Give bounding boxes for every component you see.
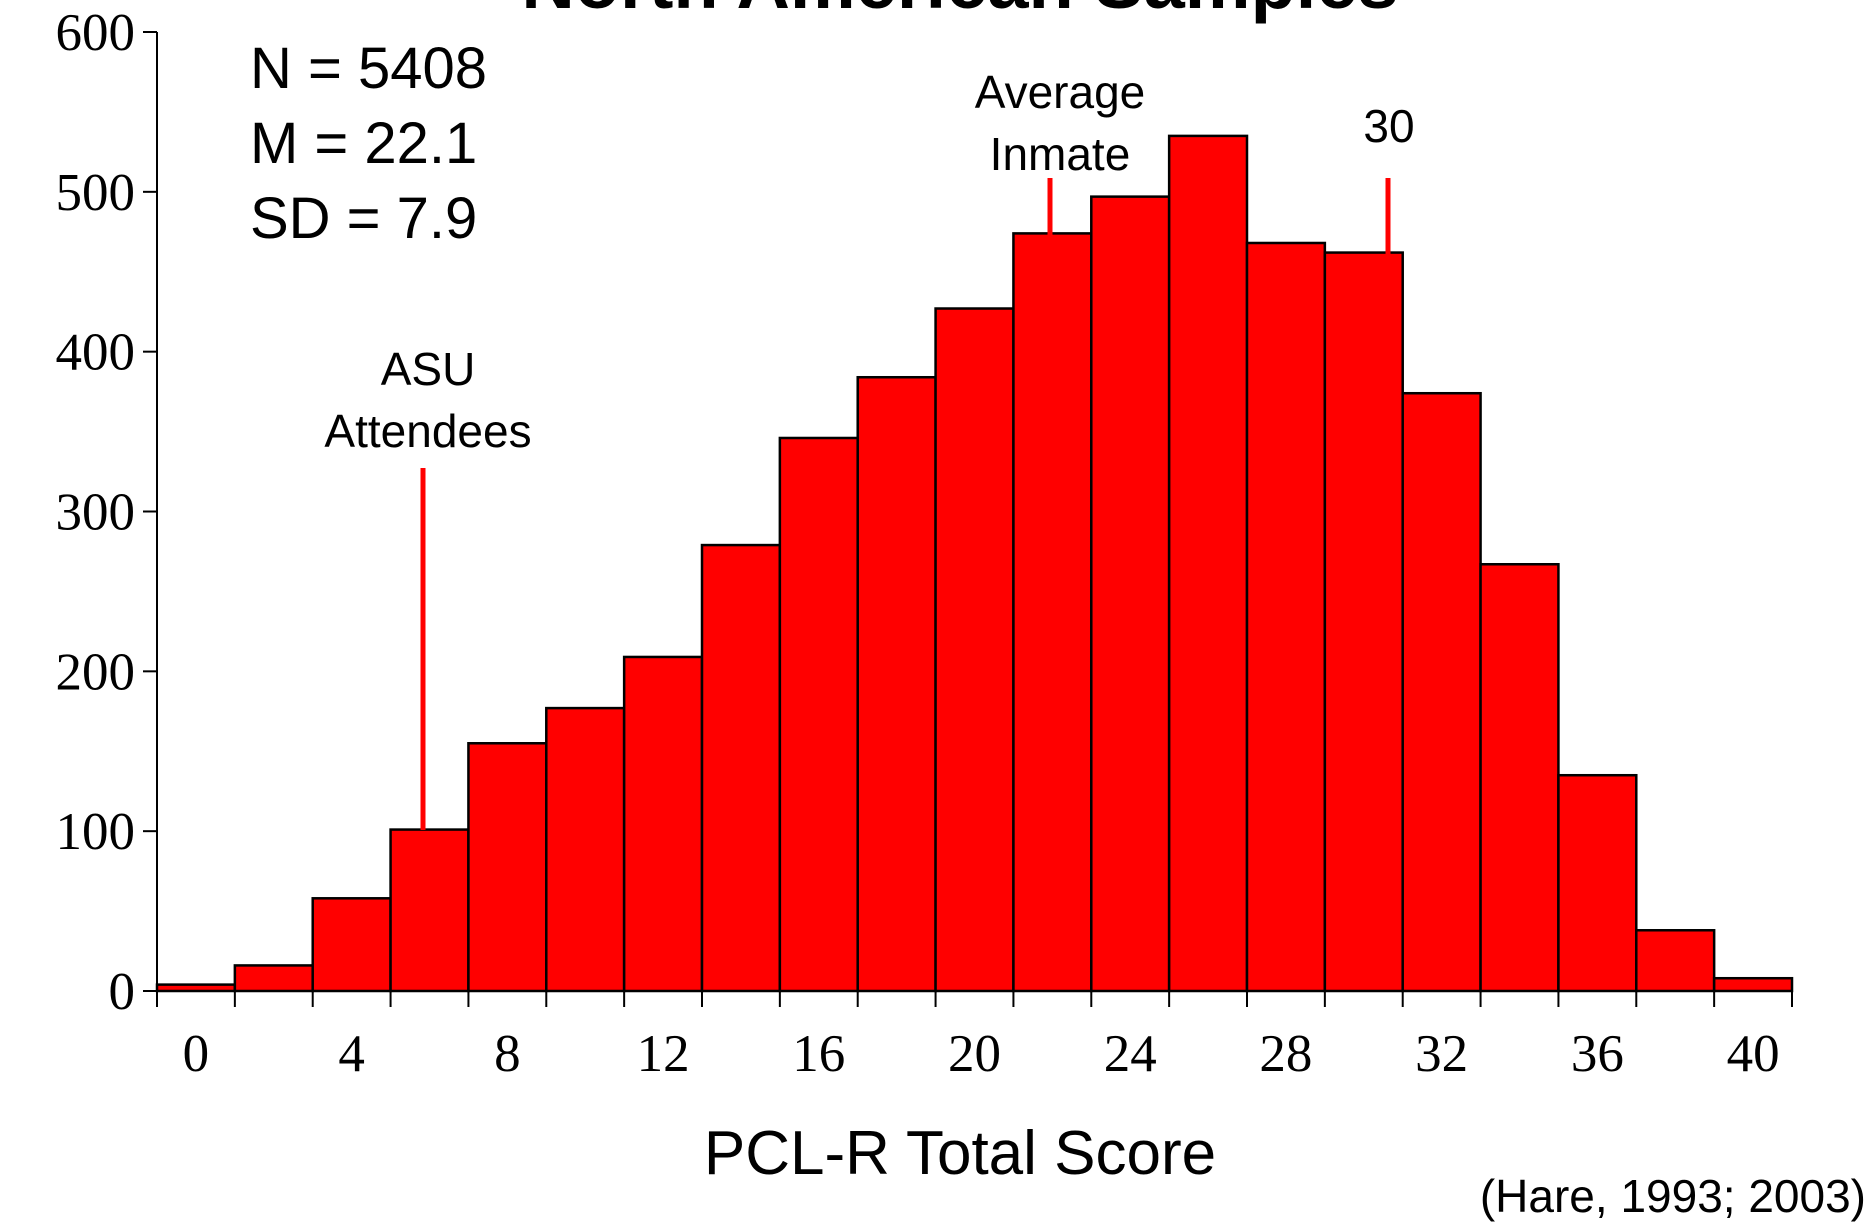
x-tick-label: 28 (1259, 1025, 1312, 1083)
bar (1090, 195, 1171, 993)
bar (1012, 232, 1093, 993)
bar (1712, 976, 1794, 993)
x-tick-label: 8 (494, 1025, 521, 1083)
bar (155, 983, 237, 993)
chart-title: North American Samples (521, 0, 1398, 24)
stat: SD = 7.9 (250, 186, 477, 251)
y-tick-label: 0 (109, 963, 136, 1021)
bar (1635, 929, 1716, 993)
x-tick-label: 24 (1104, 1025, 1157, 1083)
y-tick-label: 500 (56, 164, 136, 222)
x-tick-label: 20 (948, 1025, 1001, 1083)
annotation: Average (975, 66, 1146, 118)
x-tick-label: 16 (792, 1025, 845, 1083)
bar (389, 828, 470, 993)
bar (467, 742, 548, 993)
annotation: Attendees (324, 405, 531, 457)
y-tick-label: 300 (56, 484, 136, 542)
bar (934, 307, 1015, 993)
annotation: Inmate (990, 128, 1131, 180)
y-tick-label: 600 (56, 4, 136, 62)
annotation: 30 (1363, 100, 1414, 152)
bar (545, 706, 626, 993)
x-tick-label: 32 (1415, 1025, 1468, 1083)
y-tick-label: 200 (56, 643, 136, 701)
bar (700, 543, 782, 993)
stat: N = 5408 (250, 36, 487, 101)
bar (1557, 773, 1638, 993)
bar (1479, 562, 1560, 993)
bar (1167, 134, 1249, 993)
annotation: ASU (381, 343, 476, 395)
bar (1401, 391, 1482, 993)
source: (Hare, 1993; 2003) (1480, 1170, 1866, 1222)
stat: M = 22.1 (250, 111, 477, 176)
x-tick-label: 0 (183, 1025, 210, 1083)
bar (311, 897, 392, 993)
x-tick-label: 36 (1571, 1025, 1624, 1083)
bar (856, 375, 937, 993)
y-tick-label: 100 (56, 803, 136, 861)
y-tick-label: 400 (56, 324, 136, 382)
x-axis-label: PCL-R Total Score (704, 1119, 1216, 1188)
x-tick-label: 4 (338, 1025, 365, 1083)
bar (233, 964, 314, 993)
bar (778, 436, 859, 993)
x-tick-label: 12 (637, 1025, 690, 1083)
bar (1245, 241, 1327, 993)
x-tick-label: 40 (1727, 1025, 1780, 1083)
bar (1323, 251, 1404, 993)
bar (622, 655, 704, 993)
